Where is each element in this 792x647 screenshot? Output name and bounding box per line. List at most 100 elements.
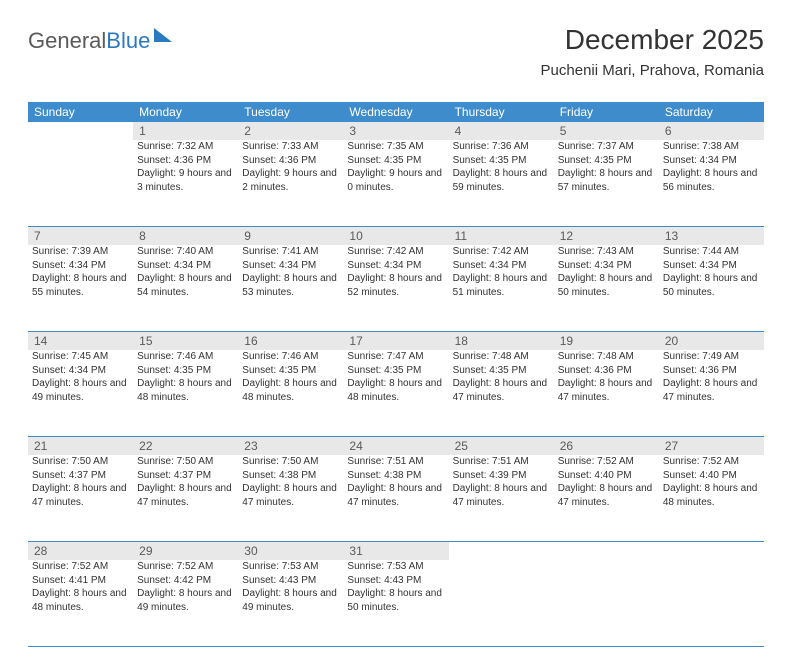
sunset-text: Sunset: 4:34 PM xyxy=(663,154,760,168)
day-number xyxy=(659,542,764,560)
sunset-text: Sunset: 4:40 PM xyxy=(558,469,655,483)
day-number: 21 xyxy=(28,437,133,455)
day-number xyxy=(28,122,133,140)
day-number: 26 xyxy=(554,437,659,455)
sunset-text: Sunset: 4:38 PM xyxy=(347,469,444,483)
daylight-text: Daylight: 8 hours and 57 minutes. xyxy=(558,167,655,194)
week-row: Sunrise: 7:50 AMSunset: 4:37 PMDaylight:… xyxy=(28,455,764,542)
sunrise-text: Sunrise: 7:49 AM xyxy=(663,350,760,364)
day-cell: Sunrise: 7:46 AMSunset: 4:35 PMDaylight:… xyxy=(238,350,343,436)
daylight-text: Daylight: 8 hours and 47 minutes. xyxy=(663,377,760,404)
sunrise-text: Sunrise: 7:43 AM xyxy=(558,245,655,259)
day-number: 13 xyxy=(659,227,764,245)
sunset-text: Sunset: 4:34 PM xyxy=(137,259,234,273)
day-cell: Sunrise: 7:51 AMSunset: 4:39 PMDaylight:… xyxy=(449,455,554,541)
week-row: Sunrise: 7:52 AMSunset: 4:41 PMDaylight:… xyxy=(28,560,764,647)
daylight-text: Daylight: 8 hours and 53 minutes. xyxy=(242,272,339,299)
day-cell: Sunrise: 7:48 AMSunset: 4:35 PMDaylight:… xyxy=(449,350,554,436)
weekday-label: Saturday xyxy=(659,102,764,122)
sunset-text: Sunset: 4:43 PM xyxy=(242,574,339,588)
day-cell: Sunrise: 7:44 AMSunset: 4:34 PMDaylight:… xyxy=(659,245,764,331)
sunset-text: Sunset: 4:37 PM xyxy=(32,469,129,483)
day-number: 22 xyxy=(133,437,238,455)
day-number: 9 xyxy=(238,227,343,245)
day-number: 28 xyxy=(28,542,133,560)
sunrise-text: Sunrise: 7:32 AM xyxy=(137,140,234,154)
day-number: 8 xyxy=(133,227,238,245)
weekday-label: Sunday xyxy=(28,102,133,122)
daylight-text: Daylight: 8 hours and 50 minutes. xyxy=(558,272,655,299)
day-cell: Sunrise: 7:38 AMSunset: 4:34 PMDaylight:… xyxy=(659,140,764,226)
weekday-label: Monday xyxy=(133,102,238,122)
sunrise-text: Sunrise: 7:45 AM xyxy=(32,350,129,364)
sunrise-text: Sunrise: 7:53 AM xyxy=(242,560,339,574)
weekday-label: Friday xyxy=(554,102,659,122)
day-number: 25 xyxy=(449,437,554,455)
sunrise-text: Sunrise: 7:50 AM xyxy=(137,455,234,469)
day-cell: Sunrise: 7:47 AMSunset: 4:35 PMDaylight:… xyxy=(343,350,448,436)
day-cell: Sunrise: 7:45 AMSunset: 4:34 PMDaylight:… xyxy=(28,350,133,436)
sunrise-text: Sunrise: 7:51 AM xyxy=(347,455,444,469)
day-number: 31 xyxy=(343,542,448,560)
sunrise-text: Sunrise: 7:35 AM xyxy=(347,140,444,154)
brand-part2: Blue xyxy=(106,28,150,54)
day-number-row: 21222324252627 xyxy=(28,437,764,455)
sunrise-text: Sunrise: 7:33 AM xyxy=(242,140,339,154)
sunrise-text: Sunrise: 7:38 AM xyxy=(663,140,760,154)
sunset-text: Sunset: 4:38 PM xyxy=(242,469,339,483)
week-row: Sunrise: 7:39 AMSunset: 4:34 PMDaylight:… xyxy=(28,245,764,332)
day-cell: Sunrise: 7:52 AMSunset: 4:40 PMDaylight:… xyxy=(554,455,659,541)
sunrise-text: Sunrise: 7:42 AM xyxy=(347,245,444,259)
day-number: 5 xyxy=(554,122,659,140)
daylight-text: Daylight: 8 hours and 50 minutes. xyxy=(663,272,760,299)
sunrise-text: Sunrise: 7:41 AM xyxy=(242,245,339,259)
daylight-text: Daylight: 8 hours and 50 minutes. xyxy=(347,587,444,614)
daylight-text: Daylight: 8 hours and 47 minutes. xyxy=(137,482,234,509)
day-cell: Sunrise: 7:46 AMSunset: 4:35 PMDaylight:… xyxy=(133,350,238,436)
day-cell: Sunrise: 7:53 AMSunset: 4:43 PMDaylight:… xyxy=(238,560,343,646)
sunrise-text: Sunrise: 7:52 AM xyxy=(558,455,655,469)
daylight-text: Daylight: 8 hours and 55 minutes. xyxy=(32,272,129,299)
day-cell: Sunrise: 7:43 AMSunset: 4:34 PMDaylight:… xyxy=(554,245,659,331)
sunset-text: Sunset: 4:41 PM xyxy=(32,574,129,588)
day-number: 20 xyxy=(659,332,764,350)
day-cell xyxy=(449,560,554,646)
day-number-row: 28293031 xyxy=(28,542,764,560)
sunset-text: Sunset: 4:40 PM xyxy=(663,469,760,483)
sunset-text: Sunset: 4:35 PM xyxy=(137,364,234,378)
daylight-text: Daylight: 8 hours and 48 minutes. xyxy=(347,377,444,404)
day-number: 1 xyxy=(133,122,238,140)
sunset-text: Sunset: 4:34 PM xyxy=(453,259,550,273)
brand-logo: GeneralBlue xyxy=(28,28,172,54)
sunset-text: Sunset: 4:34 PM xyxy=(242,259,339,273)
daylight-text: Daylight: 8 hours and 47 minutes. xyxy=(347,482,444,509)
sunset-text: Sunset: 4:34 PM xyxy=(558,259,655,273)
weekday-header-row: Sunday Monday Tuesday Wednesday Thursday… xyxy=(28,102,764,122)
day-number: 27 xyxy=(659,437,764,455)
sunset-text: Sunset: 4:35 PM xyxy=(347,154,444,168)
day-cell: Sunrise: 7:41 AMSunset: 4:34 PMDaylight:… xyxy=(238,245,343,331)
day-number: 16 xyxy=(238,332,343,350)
sunset-text: Sunset: 4:34 PM xyxy=(32,364,129,378)
sunrise-text: Sunrise: 7:36 AM xyxy=(453,140,550,154)
day-cell: Sunrise: 7:40 AMSunset: 4:34 PMDaylight:… xyxy=(133,245,238,331)
sunset-text: Sunset: 4:35 PM xyxy=(453,364,550,378)
sunset-text: Sunset: 4:37 PM xyxy=(137,469,234,483)
day-number: 24 xyxy=(343,437,448,455)
sunset-text: Sunset: 4:35 PM xyxy=(347,364,444,378)
daylight-text: Daylight: 9 hours and 2 minutes. xyxy=(242,167,339,194)
day-cell: Sunrise: 7:49 AMSunset: 4:36 PMDaylight:… xyxy=(659,350,764,436)
daylight-text: Daylight: 8 hours and 56 minutes. xyxy=(663,167,760,194)
sunrise-text: Sunrise: 7:42 AM xyxy=(453,245,550,259)
daylight-text: Daylight: 8 hours and 47 minutes. xyxy=(453,377,550,404)
sunrise-text: Sunrise: 7:52 AM xyxy=(663,455,760,469)
daylight-text: Daylight: 8 hours and 47 minutes. xyxy=(453,482,550,509)
day-cell: Sunrise: 7:50 AMSunset: 4:38 PMDaylight:… xyxy=(238,455,343,541)
day-number: 11 xyxy=(449,227,554,245)
daylight-text: Daylight: 8 hours and 49 minutes. xyxy=(32,377,129,404)
weekday-label: Thursday xyxy=(449,102,554,122)
sunrise-text: Sunrise: 7:46 AM xyxy=(242,350,339,364)
day-number: 14 xyxy=(28,332,133,350)
daylight-text: Daylight: 8 hours and 47 minutes. xyxy=(32,482,129,509)
sunset-text: Sunset: 4:35 PM xyxy=(242,364,339,378)
